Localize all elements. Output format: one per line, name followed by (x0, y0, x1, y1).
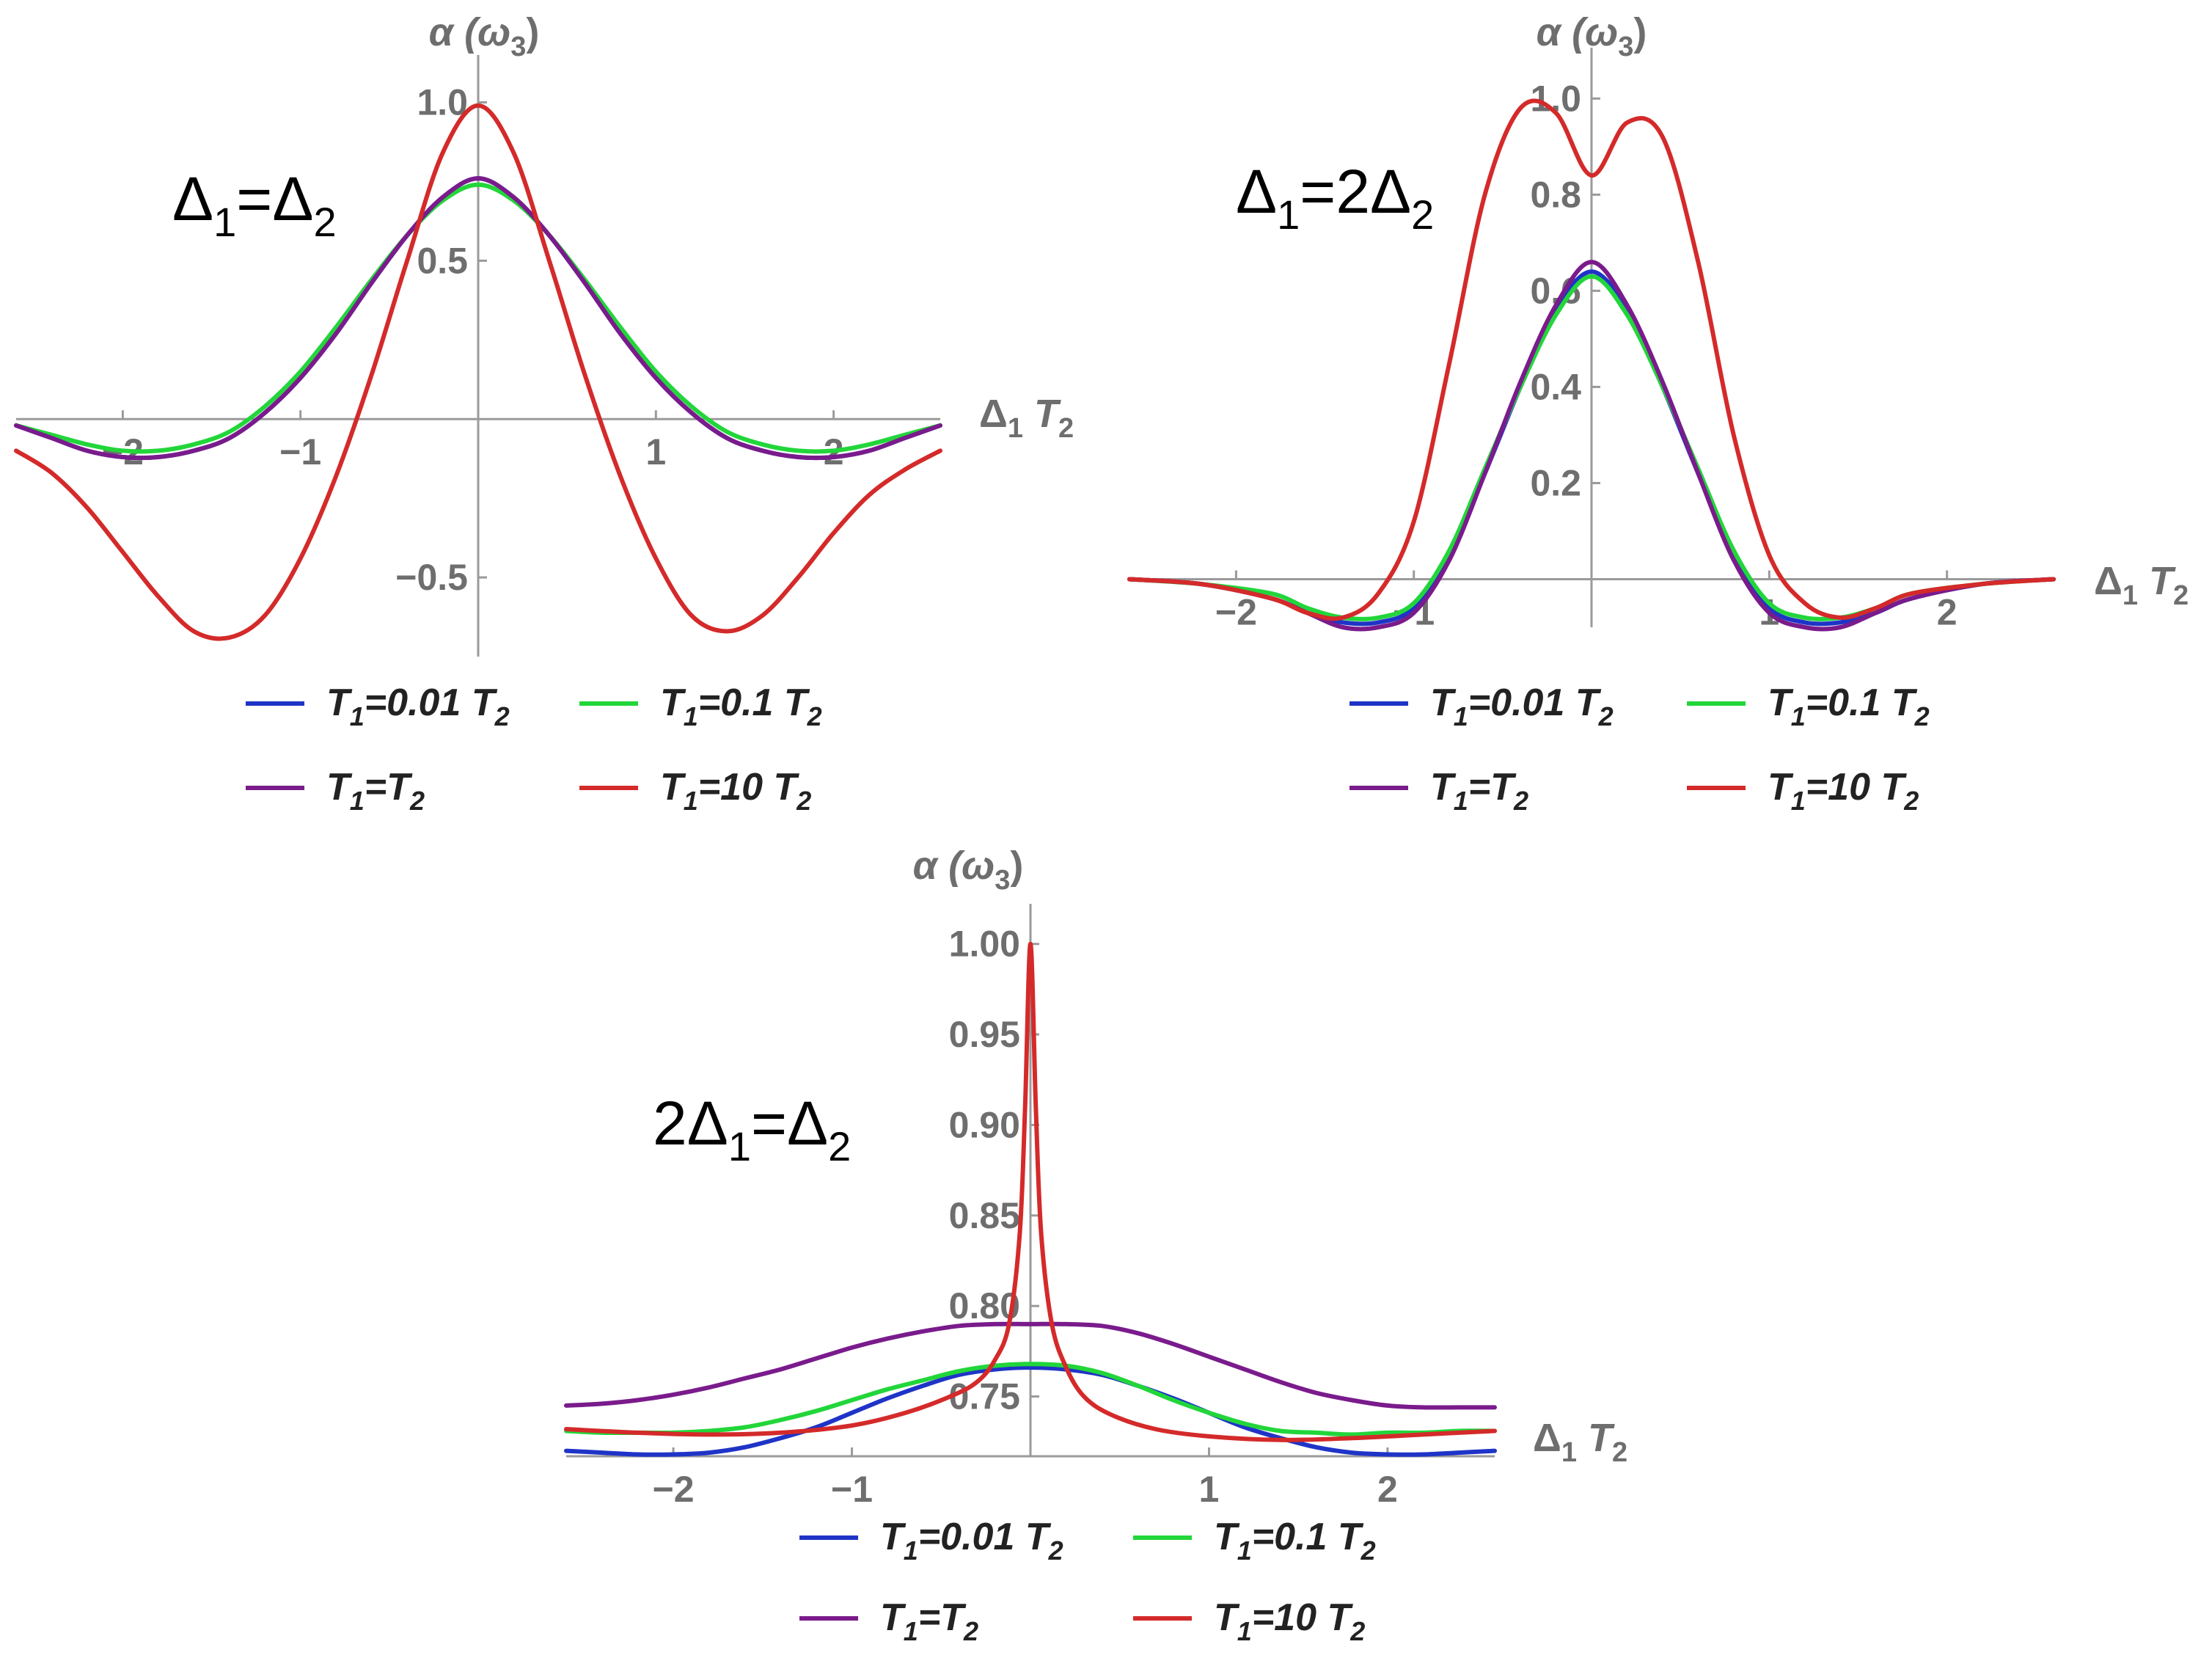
x-tick-label: −2 (1215, 591, 1257, 632)
y-tick-label: 1.00 (949, 924, 1020, 965)
x-tick-label: −1 (279, 431, 321, 472)
chart-panel-1: −2−112−0.50.51.0α (ω3​)Δ1​ T2​Δ1​=Δ2​T1​… (14, 10, 1074, 816)
series-line-2 (564, 1362, 1497, 1437)
x-tick-label: −1 (831, 1469, 873, 1510)
legend-label: T1​=10 T2​ (660, 766, 811, 816)
series-line-3 (564, 1321, 1497, 1410)
legend: T1​=0.01 T2​ T1​=0.1 T2​ T1​=T2​ T1​=10 T2​ (1349, 682, 1930, 816)
x-tick-label: 1 (1199, 1469, 1220, 1510)
series-line-3 (1127, 260, 2056, 632)
legend-label: T1​=0.1 T2​ (1214, 1516, 1376, 1566)
legend-label: T1​=0.01 T2​ (326, 682, 510, 731)
legend-label: T1​=10 T2​ (1768, 766, 1919, 816)
y-tick-label: 0.85 (949, 1195, 1020, 1236)
legend-label: T1​=10 T2​ (1214, 1596, 1365, 1646)
x-axis-label: Δ1​ T2​ (2094, 559, 2189, 611)
y-axis-label: α (ω3​) (913, 844, 1024, 896)
x-axis-label: Δ1​ T2​ (979, 392, 1074, 444)
legend-label: T1​=T2​ (326, 766, 425, 816)
condition-label: Δ1​=2Δ2​ (1236, 157, 1434, 238)
legend: T1​=0.01 T2​ T1​=0.1 T2​ T1​=T2​ T1​=10 T2​ (246, 682, 822, 816)
condition-label: Δ1​=Δ2​ (172, 164, 337, 245)
x-tick-label: 2 (1937, 591, 1958, 632)
series-line-3 (14, 176, 942, 461)
legend-label: T1​=T2​ (1430, 766, 1528, 816)
x-axis-label: Δ1​ T2​ (1533, 1416, 1627, 1468)
legend-label: T1​=0.01 T2​ (1430, 682, 1614, 731)
legend-label: T1​=T2​ (880, 1596, 978, 1646)
condition-label: 2Δ1​=Δ2​ (653, 1089, 851, 1169)
y-tick-label: 0.75 (949, 1376, 1020, 1417)
legend: T1​=0.01 T2​ T1​=0.1 T2​ T1​=T2​ T1​=10 T2​ (799, 1516, 1376, 1646)
y-axis-label: α (ω3​) (1537, 10, 1647, 62)
series-line-1 (1127, 269, 2056, 627)
x-tick-label: −2 (653, 1469, 695, 1510)
y-tick-label: 1.0 (417, 82, 468, 123)
y-tick-label: 0.8 (1530, 174, 1581, 215)
series-line-2 (14, 182, 942, 454)
y-tick-label: 0.4 (1530, 366, 1581, 407)
series-line-4 (564, 941, 1497, 1442)
series-line-1 (564, 1365, 1497, 1457)
legend-label: T1​=0.1 T2​ (660, 682, 822, 731)
y-tick-label: 0.5 (417, 240, 468, 281)
legend-label: T1​=0.01 T2​ (880, 1516, 1063, 1566)
y-tick-label: −0.5 (395, 557, 468, 598)
series-line-4 (14, 103, 942, 641)
y-tick-label: 0.95 (949, 1014, 1020, 1055)
series-line-4 (1127, 98, 2056, 621)
y-axis-label: α (ω3​) (429, 10, 540, 62)
y-tick-label: 0.2 (1530, 462, 1581, 503)
y-tick-label: 0.90 (949, 1104, 1020, 1145)
legend-label: T1​=0.1 T2​ (1768, 682, 1930, 731)
x-tick-label: 1 (645, 431, 666, 472)
x-tick-label: 2 (1377, 1469, 1398, 1510)
